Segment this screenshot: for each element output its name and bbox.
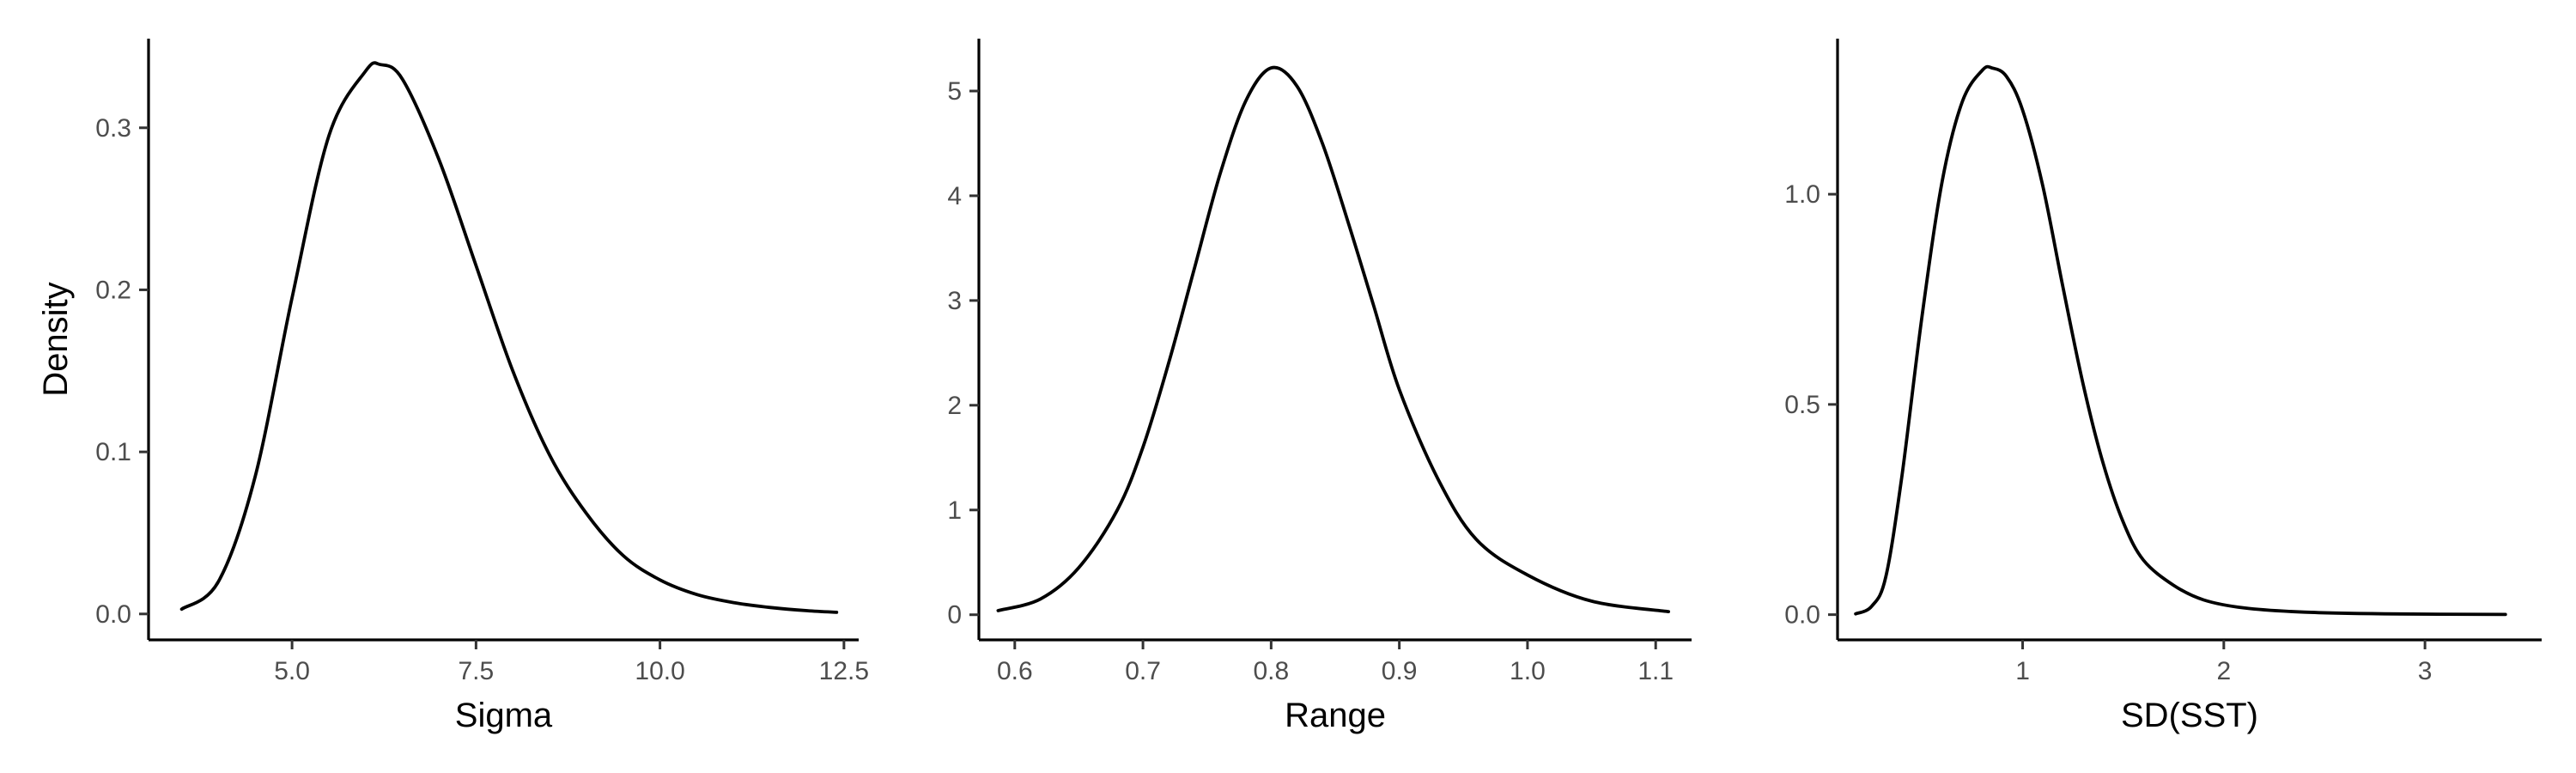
x-tick-label: 3 xyxy=(2418,657,2433,685)
x-tick-label: 0.9 xyxy=(1382,657,1418,685)
x-tick-label: 7.5 xyxy=(459,657,495,685)
x-axis-title: SD(SST) xyxy=(2121,697,2258,734)
y-tick-label: 0.0 xyxy=(95,600,131,629)
x-tick-label: 1.0 xyxy=(1510,657,1546,685)
panel-2: 0.6 0.7 0.8 0.9 1.0 1.1 0 1 2 3 4 5 Range xyxy=(947,39,1692,734)
density-curve xyxy=(1854,64,2507,617)
x-tick-label: 1.1 xyxy=(1637,657,1674,685)
y-tick-label: 0.5 xyxy=(1784,391,1820,419)
x-axis-title: Range xyxy=(1285,697,1386,734)
y-tick-label: 2 xyxy=(947,392,962,420)
x-axis-title: Sigma xyxy=(455,697,553,734)
panel-3: 1 2 3 0.0 0.5 1.0 SD(SST) xyxy=(1784,39,2542,734)
y-tick-label: 1 xyxy=(947,496,962,525)
y-tick-label: 5 xyxy=(947,77,962,106)
y-tick-label: 0.2 xyxy=(95,276,131,304)
density-curve xyxy=(996,65,1670,613)
y-tick-label: 0.0 xyxy=(1784,601,1820,630)
y-tick-label: 0.3 xyxy=(95,114,131,143)
x-tick-label: 12.5 xyxy=(819,657,869,685)
y-axis-title: Density xyxy=(37,282,75,396)
x-tick-label: 0.6 xyxy=(997,657,1033,685)
y-tick-label: 0 xyxy=(947,601,962,630)
x-tick-label: 0.7 xyxy=(1125,657,1161,685)
y-tick-label: 0.1 xyxy=(95,438,131,466)
panel-1: 5.0 7.5 10.0 12.5 0.0 0.1 0.2 0.3 Sigma Density xyxy=(37,39,869,734)
x-tick-label: 5.0 xyxy=(274,657,310,685)
x-tick-label: 0.8 xyxy=(1254,657,1290,685)
y-tick-label: 3 xyxy=(947,287,962,315)
x-tick-label: 1 xyxy=(2015,657,2030,685)
x-tick-label: 2 xyxy=(2216,657,2231,685)
y-tick-label: 4 xyxy=(947,182,962,210)
x-tick-label: 10.0 xyxy=(635,657,684,685)
density-curve xyxy=(179,61,839,614)
y-tick-label: 1.0 xyxy=(1784,180,1820,209)
